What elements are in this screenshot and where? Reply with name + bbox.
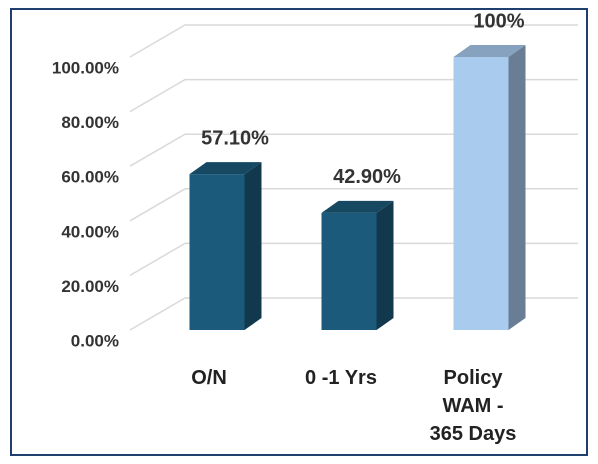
x-tick-label: O/N <box>191 367 227 389</box>
y-tick-label: 100.00% <box>52 58 119 77</box>
grid-line <box>129 188 578 222</box>
bar-top <box>453 45 526 57</box>
bar <box>321 212 377 330</box>
grid-line <box>129 78 578 113</box>
value-label: 57.10% <box>201 127 269 149</box>
grid-line <box>129 297 578 331</box>
bar-side <box>508 45 526 330</box>
bar <box>453 57 509 330</box>
y-tick-label: 80.00% <box>61 113 119 132</box>
y-tick-label: 20.00% <box>61 277 119 296</box>
y-tick-label: 40.00% <box>61 222 119 241</box>
grid-line <box>129 133 578 167</box>
bar-side <box>376 200 394 330</box>
x-tick-label: 0 -1 Yrs <box>305 367 377 389</box>
value-label: 100% <box>473 10 524 32</box>
bar-top <box>321 200 394 213</box>
x-tick-label: Policy WAM - 365 Days <box>429 367 517 445</box>
y-tick-label: 0.00% <box>71 331 119 350</box>
value-label: 42.90% <box>333 166 401 188</box>
grid-line <box>129 24 578 58</box>
bar-side <box>244 162 262 330</box>
y-tick-label: 60.00% <box>61 168 119 187</box>
grid-line <box>129 242 578 277</box>
bar-top <box>189 162 262 175</box>
bar <box>189 174 245 330</box>
